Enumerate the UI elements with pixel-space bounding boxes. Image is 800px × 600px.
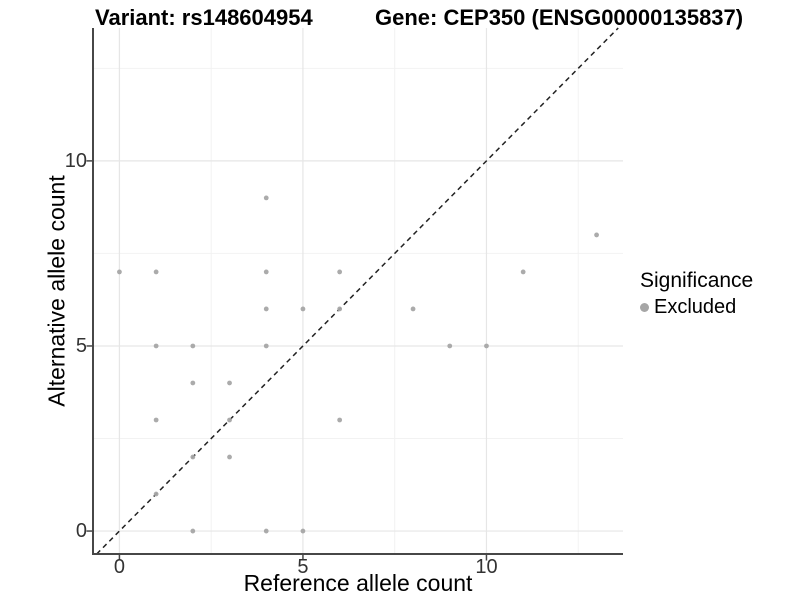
x-tick-label: 0 — [114, 556, 125, 578]
data-point — [263, 306, 269, 312]
data-point — [227, 417, 232, 423]
data-point — [153, 417, 159, 423]
plot-title-variant: Variant: rs148604954 — [95, 5, 313, 30]
data-point — [300, 306, 306, 312]
x-axis-title: Reference allele count — [243, 570, 473, 596]
data-point — [484, 343, 489, 349]
legend-title: Significance — [640, 269, 754, 292]
data-point — [153, 491, 159, 497]
excluded-point-swatch — [640, 303, 649, 313]
y-axis-title: Alternative allele count — [43, 175, 70, 407]
data-point — [263, 269, 269, 275]
data-point — [263, 343, 269, 349]
data-point — [190, 380, 196, 386]
x-tick-label: 10 — [475, 556, 497, 578]
legend: Significance Excluded — [640, 269, 753, 319]
data-point — [520, 269, 526, 275]
y-tick-label: 0 — [76, 520, 87, 542]
data-point — [447, 343, 453, 349]
y-tick-label: 10 — [65, 150, 87, 172]
plot-title-gene: Gene: CEP350 (ENSG00000135837) — [375, 5, 744, 30]
data-point — [263, 528, 269, 534]
legend-item-label: Excluded — [654, 296, 737, 319]
data-point — [337, 306, 343, 312]
data-point — [117, 269, 122, 275]
data-point — [337, 269, 343, 275]
data-point — [337, 417, 343, 423]
x-tick-label: 5 — [297, 556, 308, 578]
data-point — [153, 269, 159, 275]
data-point — [153, 343, 159, 349]
y-tick-label: 5 — [76, 335, 87, 357]
data-point — [263, 195, 269, 201]
data-point — [410, 306, 416, 312]
data-point — [594, 232, 599, 238]
identity-line — [96, 27, 619, 555]
data-point — [227, 380, 232, 386]
data-point — [190, 454, 196, 460]
data-point — [190, 343, 196, 349]
data-point — [300, 528, 306, 534]
legend-item-excluded: Excluded — [640, 296, 753, 319]
data-point — [227, 454, 232, 460]
data-point — [190, 528, 196, 534]
